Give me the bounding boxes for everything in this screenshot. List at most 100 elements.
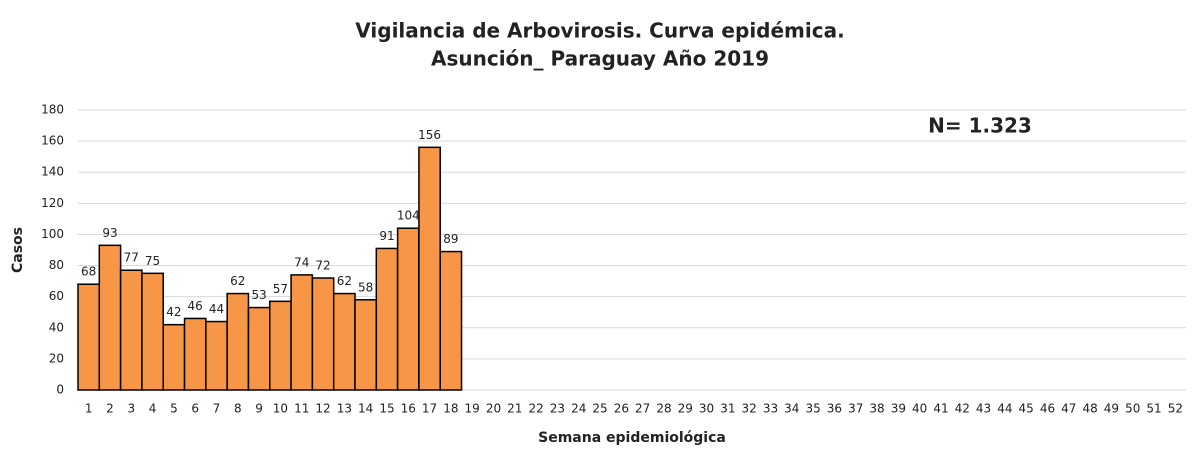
bar [311, 277, 335, 391]
x-tick-label: 24 [571, 402, 586, 416]
bar [439, 250, 463, 391]
bar [119, 269, 143, 391]
x-tick-label: 20 [486, 402, 501, 416]
data-label: 53 [251, 288, 266, 302]
bar [183, 317, 207, 391]
x-tick-label: 1 [85, 402, 93, 416]
x-tick-label: 16 [401, 402, 416, 416]
x-tick-label: 42 [955, 402, 970, 416]
x-tick-label: 41 [933, 402, 948, 416]
data-label: 77 [124, 251, 139, 265]
x-tick-label: 51 [1146, 402, 1161, 416]
x-tick-label: 37 [848, 402, 863, 416]
y-tick-label: 20 [49, 351, 64, 365]
bar [332, 292, 356, 391]
y-tick-label: 0 [56, 383, 64, 397]
x-tick-label: 2 [106, 402, 114, 416]
x-tick-label: 46 [1040, 402, 1055, 416]
x-tick-label: 33 [763, 402, 778, 416]
x-tick-label: 31 [720, 402, 735, 416]
x-tick-label: 13 [337, 402, 352, 416]
data-label: 68 [81, 265, 96, 279]
data-label: 44 [209, 302, 224, 316]
y-tick-label: 100 [41, 227, 64, 241]
y-tick-label: 80 [49, 258, 64, 272]
y-tick-label: 40 [49, 320, 64, 334]
bar [396, 227, 420, 391]
x-tick-label: 9 [255, 402, 263, 416]
x-tick-label: 6 [191, 402, 199, 416]
x-tick-label: 23 [550, 402, 565, 416]
x-tick-label: 49 [1104, 402, 1119, 416]
bar [269, 300, 292, 391]
y-tick-label: 120 [41, 196, 64, 210]
bar [141, 272, 164, 391]
data-label: 89 [443, 232, 458, 246]
x-tick-label: 43 [976, 402, 991, 416]
x-tick-label: 25 [592, 402, 607, 416]
x-tick-label: 17 [422, 402, 437, 416]
x-tick-label: 35 [805, 402, 820, 416]
y-tick-label: 140 [41, 165, 64, 179]
x-axis-title: Semana epidemiológica [538, 430, 726, 446]
x-tick-label: 11 [294, 402, 309, 416]
x-tick-label: 40 [912, 402, 927, 416]
x-tick-label: 12 [315, 402, 330, 416]
data-label: 104 [397, 209, 420, 223]
data-label: 93 [102, 226, 117, 240]
x-tick-label: 15 [379, 402, 394, 416]
bar [205, 320, 228, 391]
x-tick-label: 26 [614, 402, 629, 416]
x-tick-label: 18 [443, 402, 458, 416]
data-label: 62 [337, 274, 352, 288]
bar [354, 299, 378, 391]
x-tick-label: 19 [465, 402, 480, 416]
annotation: N= 1.323 [928, 114, 1032, 138]
x-tick-label: 39 [891, 402, 906, 416]
x-tick-label: 14 [358, 402, 373, 416]
y-axis-title: Casos [10, 227, 26, 273]
y-tick-label: 160 [41, 134, 64, 148]
x-tick-label: 4 [149, 402, 157, 416]
bar [247, 306, 271, 391]
y-tick-label: 180 [41, 103, 64, 117]
x-tick-label: 30 [699, 402, 714, 416]
data-label: 58 [358, 280, 373, 294]
y-tick-label: 60 [49, 289, 64, 303]
x-tick-label: 28 [656, 402, 671, 416]
data-label: 74 [294, 255, 309, 269]
x-tick-label: 27 [635, 402, 650, 416]
data-label: 46 [188, 299, 203, 313]
data-label: 156 [418, 128, 441, 142]
data-label: 72 [315, 259, 330, 273]
x-tick-label: 45 [1019, 402, 1034, 416]
bar [375, 247, 399, 391]
x-tick-label: 29 [678, 402, 693, 416]
x-tick-label: 44 [997, 402, 1012, 416]
x-tick-label: 48 [1082, 402, 1097, 416]
data-label: 91 [379, 229, 394, 243]
x-tick-label: 21 [507, 402, 522, 416]
chart-title: Asunción_ Paraguay Año 2019 [431, 47, 769, 71]
x-tick-label: 47 [1061, 402, 1076, 416]
x-tick-label: 5 [170, 402, 178, 416]
bar [226, 292, 250, 391]
x-tick-label: 10 [273, 402, 288, 416]
x-tick-label: 34 [784, 402, 799, 416]
x-tick-label: 38 [869, 402, 884, 416]
data-label: 57 [273, 282, 288, 296]
x-tick-label: 32 [742, 402, 757, 416]
x-tick-label: 52 [1168, 402, 1183, 416]
x-tick-label: 50 [1125, 402, 1140, 416]
x-tick-label: 8 [234, 402, 242, 416]
bar [418, 146, 441, 391]
data-label: 75 [145, 254, 160, 268]
bar [77, 283, 101, 391]
data-label: 62 [230, 274, 245, 288]
x-tick-label: 36 [827, 402, 842, 416]
bar [162, 323, 186, 391]
x-tick-label: 7 [213, 402, 221, 416]
chart-title: Vigilancia de Arbovirosis. Curva epidémi… [355, 19, 844, 43]
data-label: 42 [166, 305, 181, 319]
